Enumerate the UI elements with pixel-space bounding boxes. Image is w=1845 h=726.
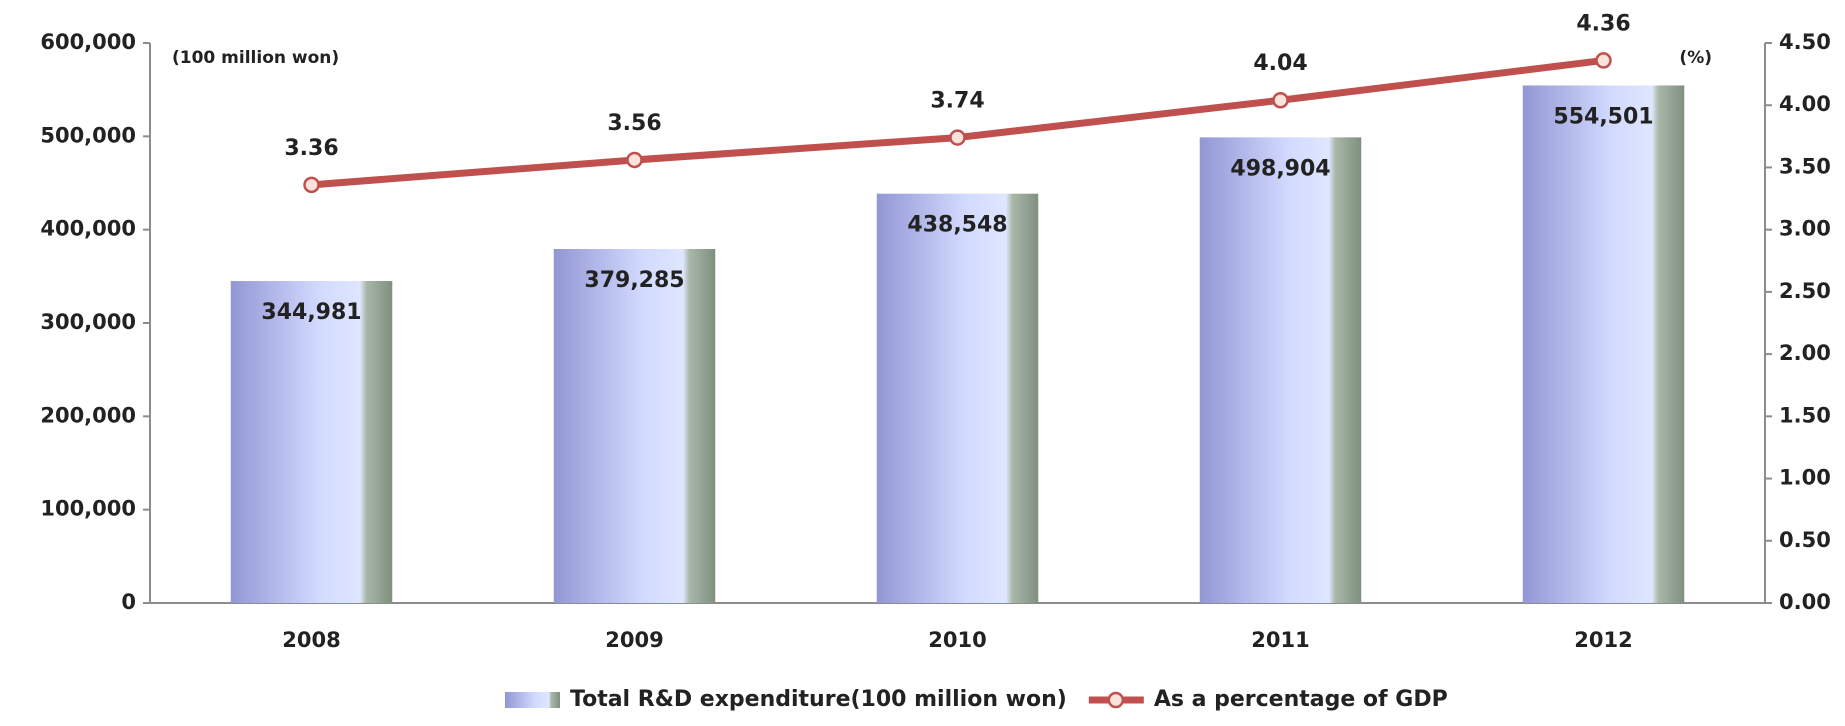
- line-value-label: 3.56: [607, 111, 661, 136]
- y2-tick-label: 3.50: [1779, 154, 1831, 178]
- line-marker: [1272, 91, 1289, 109]
- line-value-label: 4.36: [1576, 11, 1630, 36]
- y2-unit-note: (%): [1679, 48, 1712, 68]
- x-tick-label: 2008: [282, 628, 340, 652]
- line-marker: [303, 176, 320, 194]
- bar: [230, 281, 393, 603]
- line: [311, 56, 1604, 189]
- y-unit-note: (100 million won): [172, 48, 339, 68]
- y-tick-label: 0: [121, 590, 136, 614]
- y-tick-label: 300,000: [40, 310, 136, 334]
- bar: [1199, 137, 1362, 603]
- bar-value-label: 554,501: [1553, 104, 1653, 129]
- y2-tick-label: 0.00: [1779, 590, 1831, 614]
- line-value-label: 4.04: [1253, 51, 1307, 76]
- y2-tick-label: 4.00: [1779, 92, 1831, 116]
- y2-tick-label: 2.50: [1779, 279, 1831, 303]
- line-value-label: 3.36: [284, 136, 338, 161]
- line-value-label: 3.74: [930, 89, 984, 114]
- legend-label: As a percentage of GDP: [1154, 687, 1448, 712]
- x-tick-label: 2009: [605, 628, 663, 652]
- y-tick-label: 500,000: [40, 123, 136, 147]
- bar-value-label: 344,981: [261, 300, 361, 325]
- legend-swatch: [505, 692, 560, 708]
- bar-value-label: 379,285: [584, 268, 684, 293]
- line-marker: [1595, 52, 1612, 69]
- bar: [876, 193, 1039, 603]
- y-tick-label: 100,000: [40, 497, 136, 521]
- x-tick-label: 2012: [1574, 628, 1632, 652]
- y-tick-label: 600,000: [40, 30, 136, 54]
- y2-tick-label: 1.00: [1779, 466, 1831, 490]
- y-tick-label: 200,000: [40, 403, 136, 427]
- y2-tick-label: 3.00: [1779, 217, 1831, 241]
- y2-tick-label: 0.50: [1779, 528, 1831, 552]
- y2-tick-label: 4.50: [1779, 30, 1831, 54]
- x-tick-label: 2011: [1251, 628, 1309, 652]
- line-marker: [626, 151, 643, 169]
- bar-value-label: 438,548: [907, 213, 1007, 238]
- legend-label: Total R&D expenditure(100 million won): [570, 687, 1067, 712]
- y2-tick-label: 2.00: [1779, 341, 1831, 365]
- bar-value-label: 498,904: [1230, 156, 1330, 181]
- y2-tick-label: 1.50: [1779, 403, 1831, 427]
- legend-swatch: [1107, 691, 1125, 709]
- bar: [1522, 85, 1685, 603]
- x-tick-label: 2010: [928, 628, 986, 652]
- line-marker: [949, 129, 966, 146]
- y-tick-label: 400,000: [40, 217, 136, 241]
- bar: [553, 249, 716, 603]
